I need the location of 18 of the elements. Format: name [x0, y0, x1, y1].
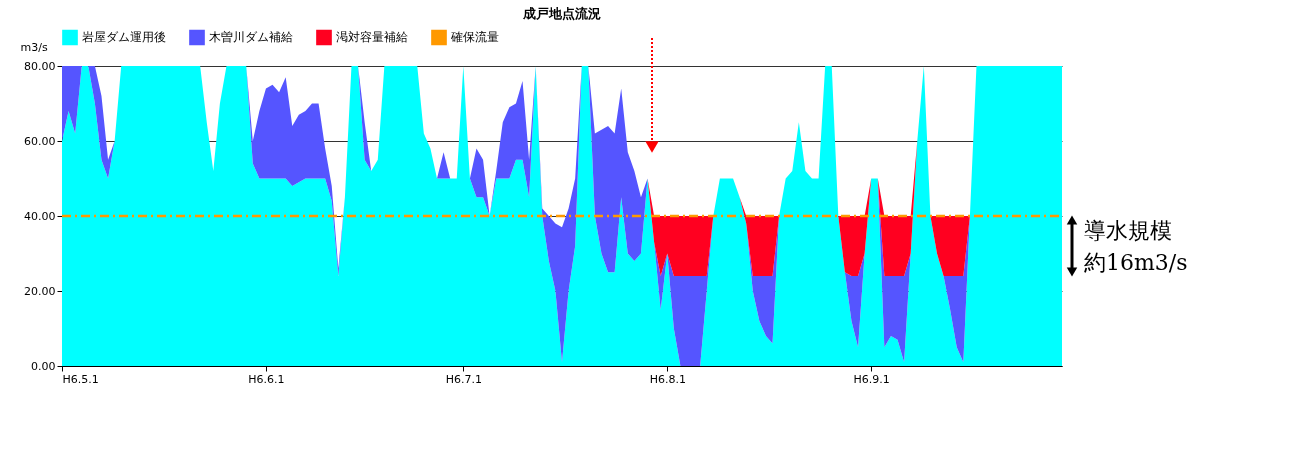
text: 導水規模 — [1084, 218, 1172, 243]
legend-label: 岩屋ダム運用後 — [82, 30, 166, 45]
legend-label: 確保流量 — [450, 30, 499, 45]
text: 約16m3/s — [1084, 250, 1188, 275]
legend-label: 木曽川ダム補給 — [209, 30, 293, 45]
x-tick-label: H6.8.1 — [649, 372, 686, 386]
y-tick-label: 80.00 — [24, 59, 56, 73]
y-tick-label: 0.00 — [31, 359, 56, 373]
chart-title: 成戸地点流況 — [522, 6, 601, 21]
x-tick-label: H6.6.1 — [248, 372, 285, 386]
legend-label: 渇対容量補給 — [336, 30, 408, 45]
x-tick-label: H6.9.1 — [853, 372, 890, 386]
y-tick-label: 40.00 — [24, 209, 56, 223]
y-tick-label: 60.00 — [24, 134, 56, 148]
y-tick-label: 20.00 — [24, 284, 56, 298]
y-axis-title: m3/s — [20, 40, 48, 54]
x-tick-label: H6.5.1 — [62, 372, 99, 386]
x-tick-label: H6.7.1 — [445, 372, 482, 386]
